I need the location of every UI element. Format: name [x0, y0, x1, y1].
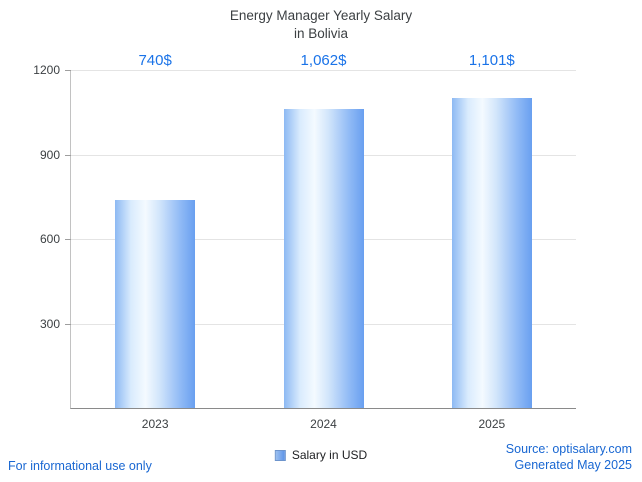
value-label: 1,062$ — [300, 52, 347, 69]
chart-title: Energy Manager Yearly Salary in Bolivia — [0, 7, 642, 43]
y-axis-tick — [65, 323, 71, 325]
legend-label: Salary in USD — [291, 448, 368, 462]
chart-title-line2: in Bolivia — [293, 26, 349, 42]
chart-title-line1: Energy Manager Yearly Salary — [229, 8, 413, 23]
source-info: Source: optisalary.com Generated May 202… — [506, 441, 632, 474]
y-tick-label: 1200 — [33, 63, 60, 77]
y-tick-label: 300 — [39, 316, 60, 331]
y-tick-label: 900 — [39, 147, 60, 162]
y-axis-tick — [65, 154, 71, 156]
bar-2025[interactable] — [451, 97, 532, 408]
x-tick-label: 2024 — [310, 417, 337, 431]
y-tick-label: 600 — [39, 232, 60, 246]
generated-date: Generated May 2025 — [514, 458, 632, 473]
disclaimer-text: For informational use only — [8, 459, 152, 473]
legend-swatch-icon — [274, 449, 286, 461]
x-tick-label: 2023 — [141, 417, 169, 431]
y-axis-tick — [65, 70, 71, 71]
value-label: 740$ — [138, 52, 172, 69]
value-label: 1,101$ — [468, 52, 515, 69]
bar-2023[interactable] — [115, 199, 196, 408]
bar-2024[interactable] — [283, 108, 364, 408]
grid-line — [71, 70, 576, 71]
legend: Salary in USD — [274, 448, 368, 462]
plot-area: 300 600 900 1200 740$ 2023 1,062$ 2024 1,101$ 202… — [33, 52, 576, 431]
x-tick-label: 2025 — [478, 417, 506, 431]
source-link[interactable]: Source: optisalary.com — [505, 442, 632, 456]
y-axis-tick — [65, 239, 71, 240]
